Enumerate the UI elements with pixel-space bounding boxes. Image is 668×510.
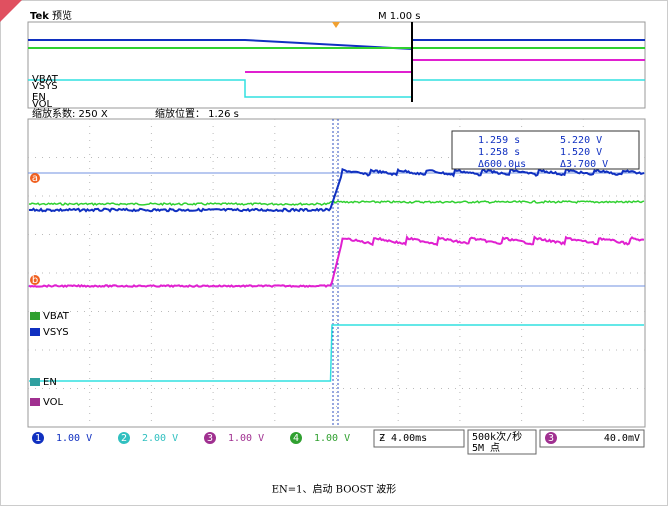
readout: 5.220 V <box>560 135 602 146</box>
ch-number: 1 <box>35 433 41 444</box>
marker-a-label: a <box>32 173 38 184</box>
ch-label: VOL <box>43 397 64 408</box>
zoom-factor: 缩放系数: 250 X <box>32 107 108 120</box>
horizontal: Ƶ 4.00ms <box>379 433 427 444</box>
caption: EN=1、启动 BOOST 波形 <box>272 483 397 496</box>
trigger-level: 40.0mV <box>604 433 640 444</box>
ov-label: VSYS <box>32 81 58 92</box>
ch-label: VBAT <box>43 311 70 322</box>
marker-b-label: b <box>32 275 38 286</box>
readout: 1.520 V <box>560 147 602 158</box>
ch-scale: 1.00 V <box>228 433 264 444</box>
readout: Δ600.0μs <box>478 159 526 170</box>
readout: 1.259 s <box>478 135 520 146</box>
brand: Tek <box>30 11 49 22</box>
ch-badge <box>30 328 40 336</box>
ch-number: 3 <box>548 433 554 444</box>
readout: Δ3.700 V <box>560 159 608 170</box>
ch-scale: 1.00 V <box>56 433 92 444</box>
mode: 预览 <box>52 9 72 22</box>
ch-number: 4 <box>293 433 299 444</box>
ch-badge <box>30 398 40 406</box>
ch-badge <box>30 378 40 386</box>
rate: 500k次/秒 <box>472 430 522 443</box>
ch-badge <box>30 312 40 320</box>
ch-scale: 2.00 V <box>142 433 178 444</box>
ch-label: VSYS <box>43 327 69 338</box>
points: 5M 点 <box>472 442 500 454</box>
readout: 1.258 s <box>478 147 520 158</box>
ch-number: 2 <box>121 433 127 444</box>
zoom-position: 缩放位置： 1.26 s <box>155 107 239 120</box>
ch-label: EN <box>43 377 57 388</box>
timebase: M 1.00 s <box>378 11 420 22</box>
ch-scale: 1.00 V <box>314 433 350 444</box>
ch-number: 3 <box>207 433 213 444</box>
scope-screenshot: Tek 预览 M 1.00 s VBAT VSYS EN VOL 缩放系数: 2… <box>0 0 668 506</box>
